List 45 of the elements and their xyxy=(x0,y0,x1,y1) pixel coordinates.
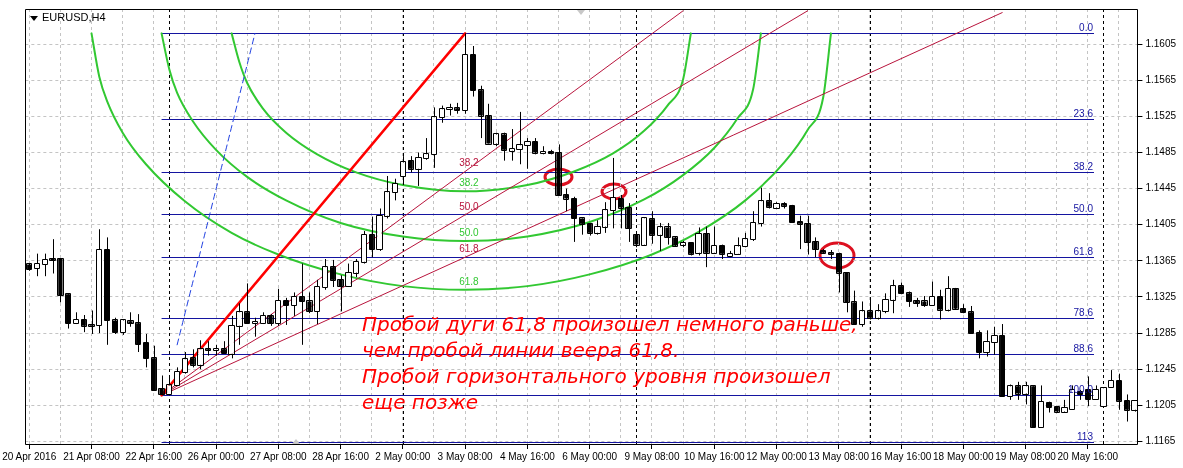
x-tick-label: 10 May 16:00 xyxy=(683,450,745,462)
y-tick-label: 1.1445 xyxy=(1145,182,1177,194)
chart-title: EURUSD,H4 xyxy=(42,11,106,24)
x-tick-label: 20 Apr 2016 xyxy=(2,450,57,462)
series-label: 50.0 xyxy=(459,226,480,238)
x-tick-label: 18 May 00:00 xyxy=(932,450,995,462)
x-tick-label: 4 May 16:00 xyxy=(499,450,556,462)
ref-line-label: 0.0 xyxy=(1079,22,1094,33)
y-tick-label: 1.1565 xyxy=(1145,74,1177,86)
x-tick-label: 22 Apr 16:00 xyxy=(125,450,183,462)
x-tick-label: 16 May 16:00 xyxy=(870,450,932,462)
ref-line-label: 50.0 xyxy=(1073,203,1094,214)
x-tick-label: 19 May 08:00 xyxy=(995,450,1057,462)
series-label: 38.2 xyxy=(459,157,480,169)
y-tick-label: 1.1165 xyxy=(1145,435,1176,447)
ref-line-label: 23.6 xyxy=(1073,108,1094,119)
y-tick-label: 1.1605 xyxy=(1145,37,1177,49)
y-tick-label: 1.1365 xyxy=(1145,254,1177,266)
x-tick-label: 9 May 08:00 xyxy=(624,450,680,462)
ref-line-label: 88.6 xyxy=(1073,343,1094,354)
x-tick-label: 2 May 00:00 xyxy=(375,450,431,462)
y-tick-label: 1.1245 xyxy=(1145,362,1177,374)
y-tick-label: 1.1485 xyxy=(1145,146,1177,158)
series-label: 61.8 xyxy=(459,243,480,255)
series-label: 38.2 xyxy=(459,177,480,189)
x-tick-label: 27 Apr 08:00 xyxy=(249,450,308,462)
x-tick-label: 3 May 08:00 xyxy=(437,450,494,462)
x-tick-label: 13 May 08:00 xyxy=(808,450,870,462)
x-tick-label: 21 Apr 08:00 xyxy=(63,450,121,462)
x-tick-label: 12 May 00:00 xyxy=(746,450,808,462)
x-tick-label: 28 Apr 16:00 xyxy=(312,450,370,462)
y-tick-label: 1.1405 xyxy=(1145,218,1177,230)
series-label: 50.0 xyxy=(459,200,480,212)
y-tick-label: 1.1325 xyxy=(1145,290,1177,302)
y-tick-label: 1.1525 xyxy=(1145,110,1177,122)
x-tick-label: 26 Apr 00:00 xyxy=(187,450,245,462)
x-tick-label: 20 May 16:00 xyxy=(1057,450,1119,462)
ref-line-label: 61.8 xyxy=(1073,246,1094,257)
ref-line-label: 78.6 xyxy=(1073,307,1094,318)
y-tick-label: 1.1285 xyxy=(1145,326,1177,338)
ref-line-label: 38.2 xyxy=(1073,161,1094,172)
series-label: 61.8 xyxy=(459,275,480,287)
y-tick-label: 1.1205 xyxy=(1145,399,1177,411)
ref-line-label: 113 xyxy=(1077,431,1094,442)
x-tick-label: 6 May 00:00 xyxy=(562,450,618,462)
